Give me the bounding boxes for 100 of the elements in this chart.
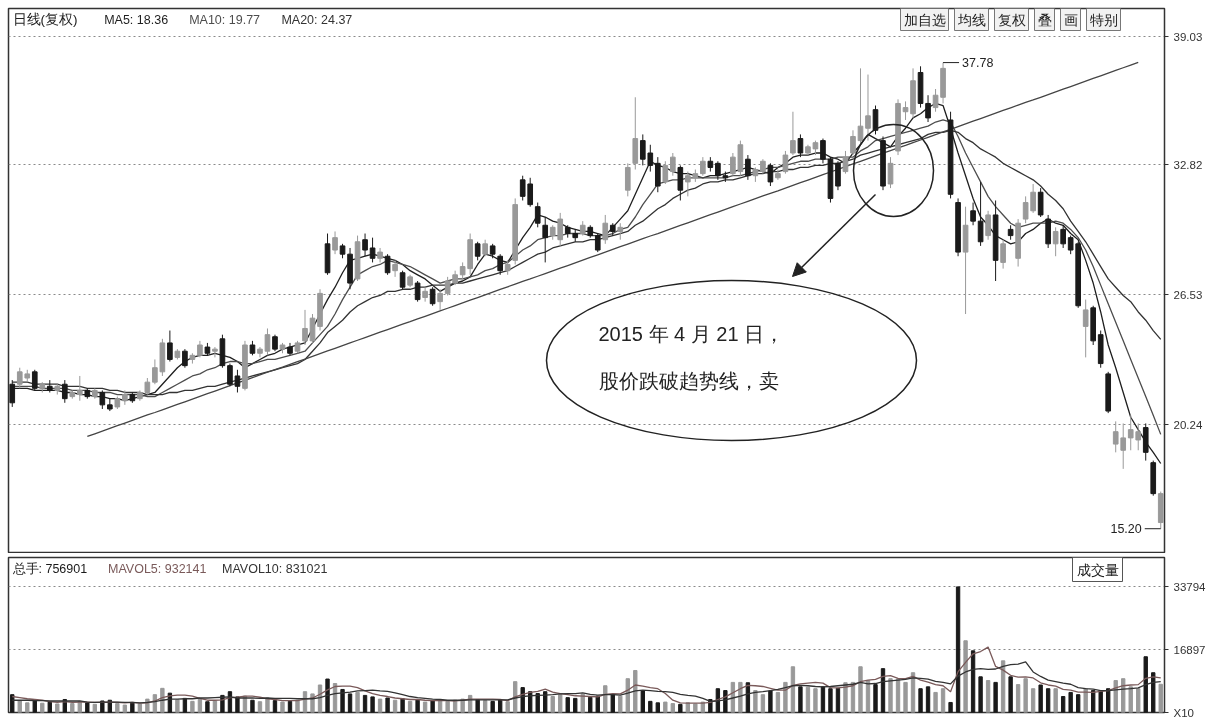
candlestick <box>399 270 406 290</box>
candlestick <box>670 152 676 177</box>
candlestick <box>602 214 609 245</box>
bar <box>558 694 563 713</box>
annotation: 成交量 <box>1076 561 1119 578</box>
candlestick <box>302 309 308 346</box>
y-tick-label: 16897 <box>1173 643 1206 656</box>
bar <box>1091 690 1096 713</box>
candlestick <box>662 160 669 185</box>
bar <box>295 699 300 713</box>
candlestick <box>534 202 541 228</box>
bar <box>775 691 781 713</box>
bar <box>678 703 683 713</box>
bar <box>92 703 98 713</box>
bar <box>122 704 128 713</box>
text: MA5: 18.36 <box>104 12 169 27</box>
bar <box>760 694 766 713</box>
bar <box>753 690 758 713</box>
bar <box>595 695 600 713</box>
candlestick <box>775 169 781 181</box>
candlestick <box>31 369 38 391</box>
bar <box>985 680 991 713</box>
bar <box>1023 678 1028 713</box>
bar <box>858 666 863 713</box>
candlestick <box>429 286 436 307</box>
bar <box>918 688 923 713</box>
bar <box>513 681 518 713</box>
bar <box>497 699 503 713</box>
bar <box>1143 656 1148 713</box>
bar <box>798 686 803 713</box>
bar <box>648 700 653 713</box>
candlestick <box>474 241 481 261</box>
bar <box>1151 672 1156 713</box>
bar <box>520 687 525 713</box>
bar <box>400 698 405 713</box>
bar <box>430 700 435 713</box>
bar <box>17 700 22 713</box>
candlestick <box>332 230 338 255</box>
bar <box>543 691 548 713</box>
candlestick <box>887 156 894 189</box>
candlestick <box>782 150 789 175</box>
bar <box>10 694 15 713</box>
bar <box>370 696 375 713</box>
annotation: 股价跌破趋势线，卖 <box>598 369 779 392</box>
candlestick <box>797 133 804 158</box>
candlestick <box>1060 224 1066 249</box>
candlestick <box>842 150 849 175</box>
candlestick <box>677 164 684 201</box>
candlestick <box>542 216 549 263</box>
text: MAVOL10: 831021 <box>222 561 328 576</box>
candlestick <box>497 253 503 276</box>
bar <box>272 700 278 713</box>
bar <box>422 701 428 713</box>
candlestick <box>835 160 841 191</box>
bar <box>580 693 585 713</box>
y-tick-label: 26.53 <box>1173 288 1203 301</box>
bar <box>250 699 255 713</box>
bar <box>1158 683 1163 713</box>
candlestick <box>167 330 173 363</box>
bar <box>55 703 60 713</box>
annotation: 加自选 <box>903 11 946 28</box>
bar <box>738 681 743 713</box>
y-tick-label: 20.24 <box>1173 418 1203 431</box>
bar <box>1113 680 1118 713</box>
bar <box>257 701 263 713</box>
bar <box>670 703 676 713</box>
candlestick <box>767 162 774 187</box>
bar <box>205 701 210 713</box>
candlestick <box>977 181 984 247</box>
annotation: 15.20 <box>1110 522 1142 537</box>
candlestick <box>594 233 601 253</box>
text: MAVOL5: 932141 <box>108 561 207 576</box>
candlestick <box>985 210 991 241</box>
bar <box>618 695 623 713</box>
bar <box>828 688 833 713</box>
candlestick <box>700 156 706 177</box>
candlestick <box>1052 226 1059 257</box>
bar <box>663 701 668 713</box>
bar <box>1053 688 1058 713</box>
bar <box>655 702 660 713</box>
bar <box>70 703 75 713</box>
bar <box>1045 688 1051 713</box>
bar <box>1075 694 1081 713</box>
candlestick <box>369 237 376 263</box>
bar <box>903 681 908 713</box>
bar <box>993 681 998 713</box>
candlestick <box>122 389 128 406</box>
bar <box>925 686 931 713</box>
candlestick <box>99 389 106 410</box>
candlestick <box>790 111 796 156</box>
bar <box>1098 690 1103 713</box>
bar <box>85 702 90 713</box>
annotation: 2015 年 4 月 21 日， <box>598 322 785 345</box>
candlestick <box>76 375 83 402</box>
bar <box>1106 688 1111 713</box>
bar <box>768 690 773 713</box>
bar <box>445 700 450 713</box>
bar <box>25 702 30 713</box>
bar <box>47 701 52 713</box>
annotation: 画 <box>1063 11 1078 28</box>
